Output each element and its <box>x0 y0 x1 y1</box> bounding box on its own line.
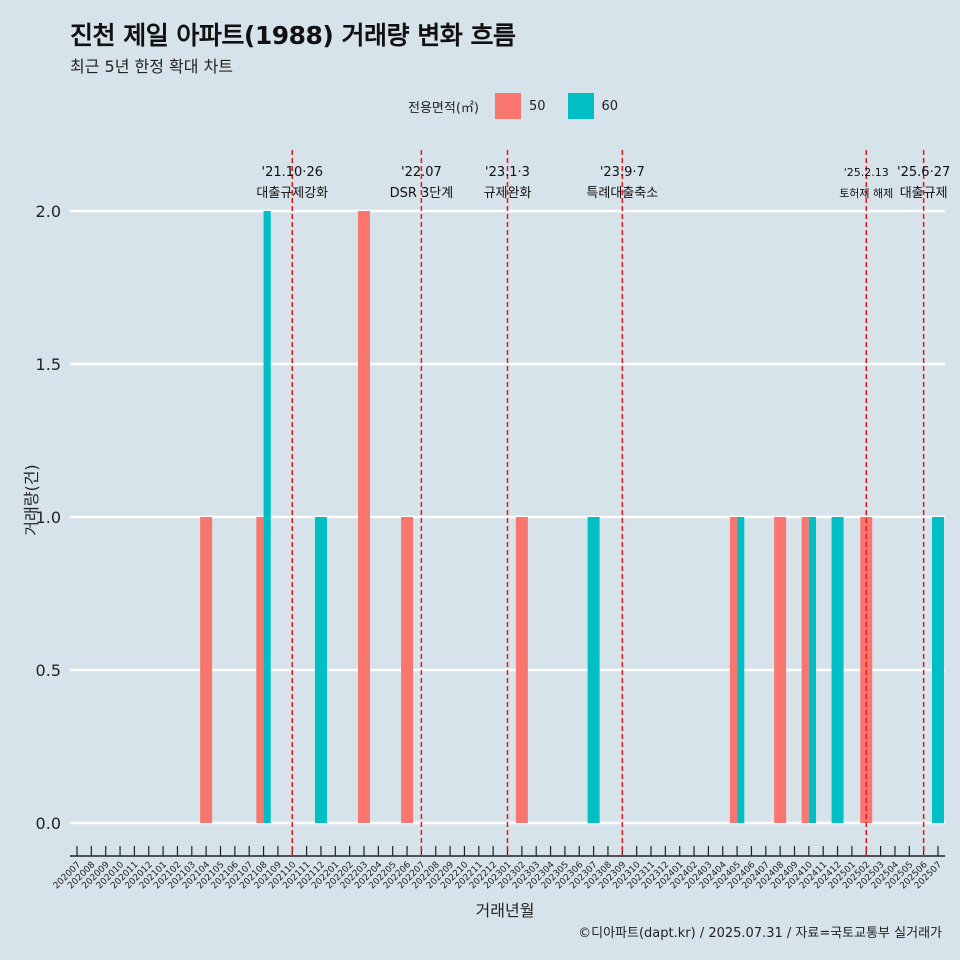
bar-202108-50 <box>256 517 264 823</box>
bar-202203-50 <box>358 211 370 823</box>
legend-title: 전용면적(㎡) <box>408 100 479 116</box>
bar-202307-60 <box>587 517 600 823</box>
legend-label-60: 60 <box>601 98 619 114</box>
bar-202112-60 <box>314 517 327 823</box>
bar-202108-60 <box>263 211 271 823</box>
event-date: '25.6·27 <box>897 165 950 180</box>
event-label: 특례대출축소 <box>586 186 658 201</box>
y-tick-label: 1.5 <box>36 355 61 374</box>
x-axis-label: 거래년월 <box>475 901 535 920</box>
event-date: '25.2.13 <box>844 166 889 179</box>
event-date: '23.9·7 <box>600 165 645 180</box>
chart-title: 진천 제일 아파트(1988) 거래량 변화 흐름 <box>70 21 516 50</box>
legend-label-50: 50 <box>528 98 546 114</box>
legend-item-60: 60 <box>567 93 619 119</box>
y-tick-label: 1.0 <box>36 508 61 527</box>
y-tick-label: 0.0 <box>36 814 61 833</box>
y-tick-label: 2.0 <box>36 202 61 221</box>
event-label: DSR 3단계 <box>390 186 454 201</box>
bar-202408-50 <box>774 517 787 823</box>
legend-swatch-60 <box>567 93 594 119</box>
event-date: '22.07 <box>401 165 442 180</box>
legend-item-50: 50 <box>494 93 546 119</box>
y-tick-label: 0.5 <box>36 661 61 680</box>
y-axis-label: 거래량(건) <box>22 464 41 536</box>
bar-202507-60 <box>932 517 944 823</box>
bar-202405-60 <box>737 517 745 823</box>
bar-202412-60 <box>831 517 844 823</box>
event-label: 대출규제강화 <box>256 186 328 201</box>
source-caption: ©디아파트(dapt.kr) / 2025.07.31 / 자료=국토교통부 실… <box>578 926 942 941</box>
event-label: 규제완화 <box>484 186 532 201</box>
bar-202206-50 <box>401 517 414 823</box>
bar-202405-50 <box>729 517 738 823</box>
bar-202410-60 <box>808 517 817 823</box>
bar-202302-50 <box>515 517 528 823</box>
chart-subtitle: 최근 5년 한정 확대 차트 <box>70 57 234 76</box>
legend: 전용면적(㎡) 50 60 <box>408 93 618 119</box>
bar-202410-50 <box>801 517 809 823</box>
event-label: 토허제 해제 <box>839 186 893 200</box>
event-date: '21.10·26 <box>262 165 323 180</box>
event-label: 대출규제 <box>900 186 948 201</box>
bar-202104-50 <box>200 517 213 823</box>
event-date: '23.1·3 <box>485 165 530 180</box>
legend-swatch-50 <box>494 93 521 119</box>
